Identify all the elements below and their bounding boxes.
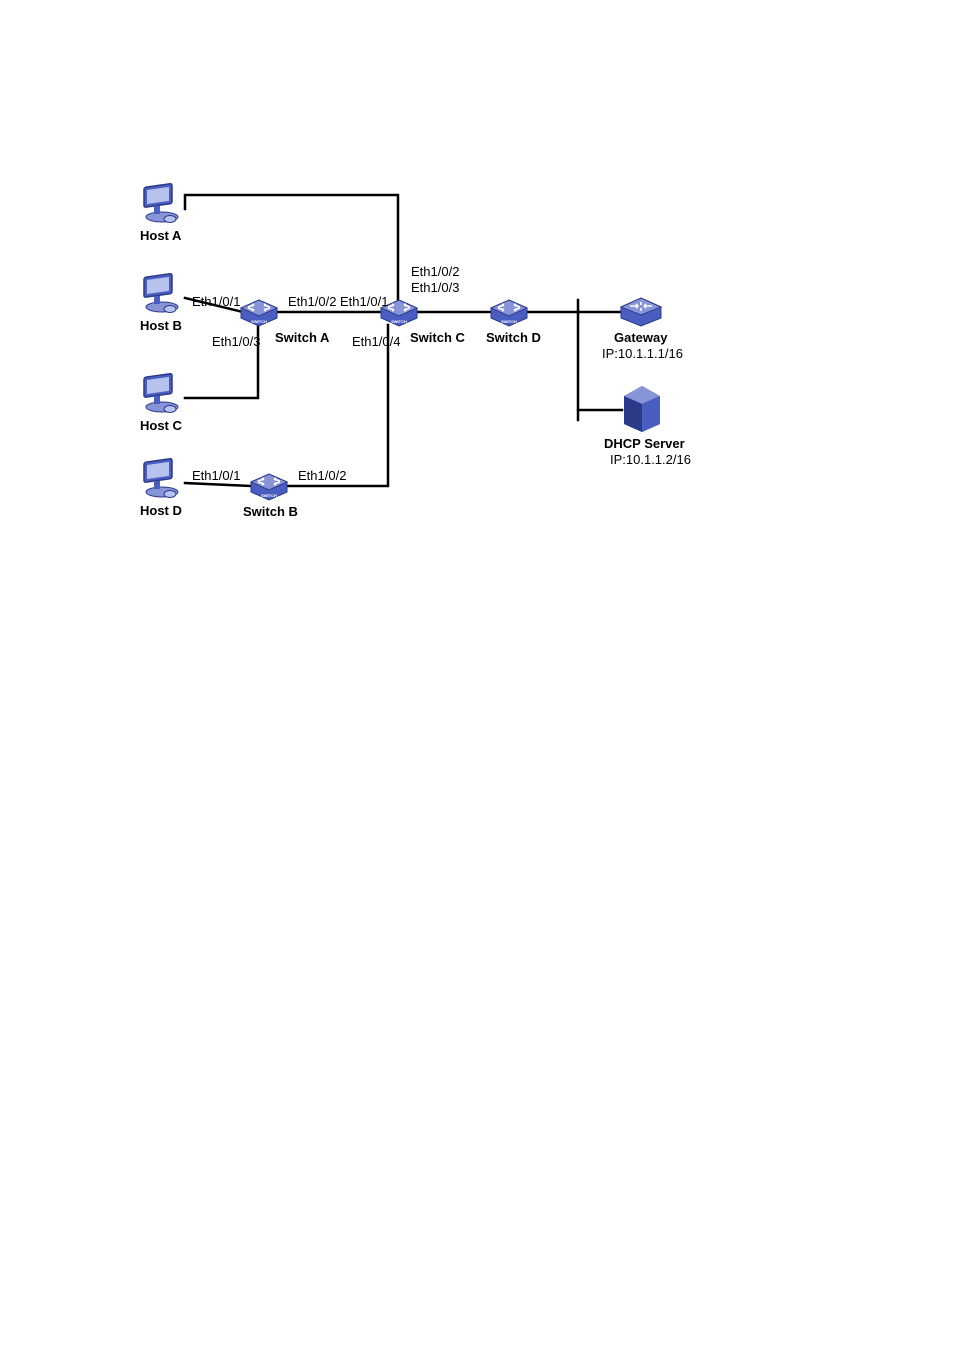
gateway-label: Gateway bbox=[614, 330, 667, 345]
port-label: Eth1/0/2 bbox=[298, 468, 346, 483]
port-label: Eth1/0/1 bbox=[192, 294, 240, 309]
svg-text:SWITCH: SWITCH bbox=[261, 493, 277, 498]
host-label: Host A bbox=[140, 228, 181, 243]
dhcp-label: DHCP Server bbox=[604, 436, 685, 451]
switch-label: Switch D bbox=[486, 330, 541, 345]
switch-icon: SWITCH bbox=[248, 472, 290, 507]
port-label: Eth1/0/3 bbox=[212, 334, 260, 349]
switch-label: Switch C bbox=[410, 330, 465, 345]
host-icon bbox=[140, 180, 186, 231]
svg-text:SWITCH: SWITCH bbox=[391, 319, 407, 324]
host-label: Host B bbox=[140, 318, 182, 333]
switch-label: Switch B bbox=[243, 504, 298, 519]
server-icon bbox=[620, 382, 664, 439]
port-label: Eth1/0/1 bbox=[340, 294, 388, 309]
svg-text:SWITCH: SWITCH bbox=[251, 319, 267, 324]
switch-icon: SWITCH bbox=[488, 298, 530, 333]
switch-label: Switch A bbox=[275, 330, 329, 345]
host-icon bbox=[140, 455, 186, 506]
diagram-canvas: Host A Host B Host C bbox=[0, 0, 954, 1350]
switch-icon: SWITCH bbox=[238, 298, 280, 333]
port-label: Eth1/0/3 bbox=[411, 280, 459, 295]
router-icon bbox=[618, 296, 664, 333]
host-label: Host D bbox=[140, 503, 182, 518]
host-icon bbox=[140, 370, 186, 421]
gateway-ip: IP:10.1.1.1/16 bbox=[602, 346, 683, 361]
port-label: Eth1/0/2 bbox=[288, 294, 336, 309]
host-label: Host C bbox=[140, 418, 182, 433]
port-label: Eth1/0/4 bbox=[352, 334, 400, 349]
port-label: Eth1/0/1 bbox=[192, 468, 240, 483]
svg-text:SWITCH: SWITCH bbox=[501, 319, 517, 324]
host-icon bbox=[140, 270, 186, 321]
dhcp-ip: IP:10.1.1.2/16 bbox=[610, 452, 691, 467]
port-label: Eth1/0/2 bbox=[411, 264, 459, 279]
